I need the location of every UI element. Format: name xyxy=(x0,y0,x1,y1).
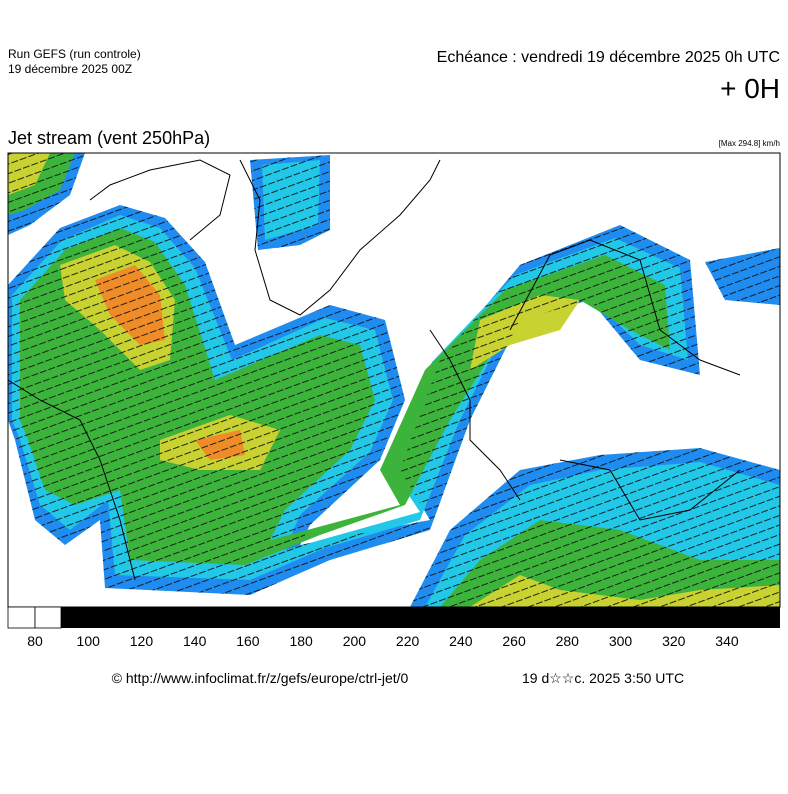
colorbar-tick-label: 340 xyxy=(715,633,739,649)
colorbar-tick-label: 300 xyxy=(609,633,633,649)
run-date: 19 décembre 2025 00Z xyxy=(8,62,132,76)
run-label: Run GEFS (run controle) xyxy=(8,47,141,61)
colorbar-tick-label: 200 xyxy=(343,633,367,649)
colorbar-tick-label: 160 xyxy=(236,633,260,649)
colorbar-tick-label: 100 xyxy=(77,633,101,649)
forecast-time: Echéance : vendredi 19 décembre 2025 0h … xyxy=(437,49,780,66)
colorbar-tick-label: 220 xyxy=(396,633,420,649)
colorbar-tick-label: 280 xyxy=(556,633,580,649)
colorbar-tick-label: 240 xyxy=(449,633,473,649)
colorbar-tick-label: 260 xyxy=(502,633,526,649)
colorbar-tick-label: 180 xyxy=(289,633,313,649)
colorbar-tick-label: 80 xyxy=(27,633,43,649)
source-url: © http://www.infoclimat.fr/z/gefs/europe… xyxy=(112,670,409,686)
map xyxy=(8,153,780,607)
colorbar-tick-label: 320 xyxy=(662,633,686,649)
max-value: [Max 294.8] km/h xyxy=(719,139,780,148)
lead-time: + 0H xyxy=(720,73,780,104)
colorbar-tick-label: 140 xyxy=(183,633,207,649)
colorbar xyxy=(7,606,780,629)
map-title: Jet stream (vent 250hPa) xyxy=(8,128,210,148)
colorbar-tick-label: 120 xyxy=(130,633,154,649)
timestamp: 19 d☆☆c. 2025 3:50 UTC xyxy=(522,670,684,686)
